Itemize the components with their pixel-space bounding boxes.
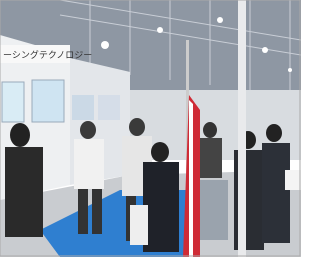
rack xyxy=(200,180,228,240)
photo: ーシングテクノロジー xyxy=(0,0,301,257)
pillar xyxy=(238,0,246,257)
flag-stripe xyxy=(189,100,193,257)
sign-text: ーシングテクノロジー xyxy=(3,49,92,61)
paper xyxy=(285,170,301,190)
poster xyxy=(2,82,24,122)
poster xyxy=(72,95,94,120)
poster xyxy=(32,80,64,122)
poster xyxy=(98,95,120,120)
